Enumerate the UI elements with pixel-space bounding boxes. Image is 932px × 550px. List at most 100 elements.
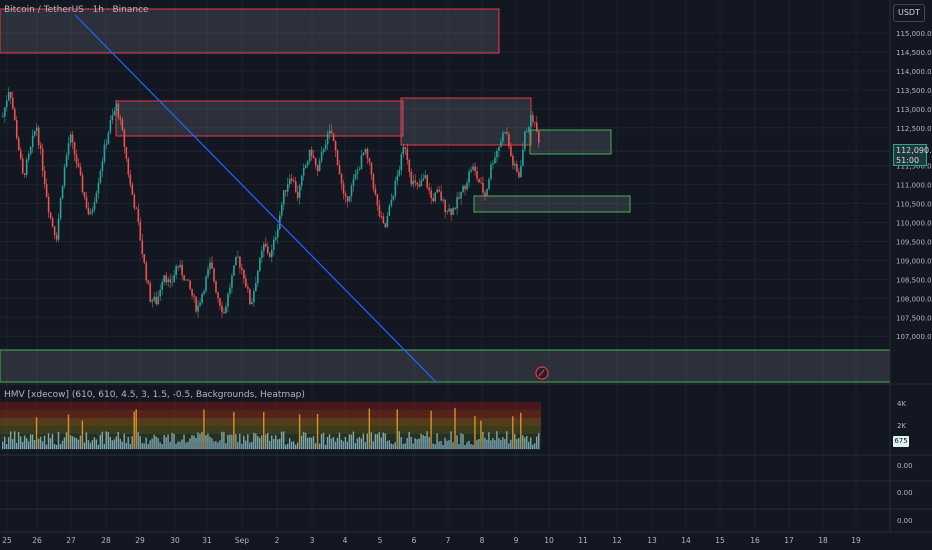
volume-bar [342,441,345,449]
volume-bar [470,444,472,449]
candle-body [215,281,217,293]
candle-body [328,130,331,134]
time-axis-label: Sep [235,536,249,545]
lower-pane-label: 0.00 [897,517,913,525]
candle-body [125,147,128,159]
volume-bar [19,436,22,449]
volume-bar [406,438,408,449]
demand-zone-upper[interactable] [529,129,612,155]
price-axis-label: 108,500.00 [896,276,932,284]
candle-body [288,178,291,185]
volume-bar [215,441,217,449]
candle-body [249,289,251,305]
demand-zone-bottom[interactable] [0,349,891,383]
price-axis[interactable]: 115,000.00 114,500.00 114,000.00 113,500.00… [896,30,932,341]
candle-body [400,154,403,171]
volume-bar [498,438,500,449]
candle-body [448,208,450,212]
supply-zone-top[interactable] [0,8,500,54]
volume-bar [428,436,430,449]
volume-bar [155,436,157,449]
indicator-axis-label: 4K [897,400,906,408]
candle-body [404,147,407,149]
demand-zone-middle[interactable] [473,195,631,213]
volume-bar [510,439,512,449]
time-axis-label: 2 [275,536,280,545]
volume-bar [536,436,538,449]
candle-body [225,306,227,314]
candle-body [127,158,130,175]
indicator-title[interactable]: HMV [xdecow] (610, 610, 4.5, 3, 1.5, -0.… [4,390,305,400]
candle-body [420,180,423,187]
time-axis[interactable]: 25 26 27 28 29 30 31 Sep 2 3 4 5 6 7 8 9 10 11 12 13 14 15 16 1… [2,536,861,545]
symbol-title[interactable]: Bitcoin / TetherUS · 1h · Binance [4,5,149,15]
volume-bar [97,444,100,449]
volume-bar [265,434,267,449]
volume-bar [350,434,353,449]
volume-bar [201,432,203,449]
price-axis-label: 109,000.00 [896,257,932,265]
volume-bar [11,439,14,449]
candle-body [13,108,16,121]
volume-bar [199,433,201,449]
candle-body [396,175,399,181]
alert-icon[interactable] [535,366,549,380]
candle-body [233,265,235,276]
time-axis-label: 8 [480,536,485,545]
volume-bar [332,436,335,449]
volume-bar [27,441,30,449]
candle-body [380,216,383,218]
candle-body [137,208,140,222]
volume-bar [378,432,380,449]
candle-body [392,195,395,200]
volume-bar [5,443,8,449]
candle-body [269,253,271,257]
volume-bar [482,431,484,449]
volume-bar [394,442,396,449]
trendline[interactable] [74,14,437,383]
candle-body [376,194,379,206]
volume-bar [484,437,486,449]
supply-zone-right[interactable] [400,97,532,146]
candle-body [324,144,327,150]
candle-body [402,147,405,155]
candle-body [368,158,371,163]
volume-bar [193,435,195,449]
candle-body [191,288,193,296]
time-axis-label: 26 [32,536,42,545]
candle-body [426,175,429,188]
candle-body [165,275,167,283]
time-axis-label: 3 [310,536,315,545]
candle-body [175,266,177,275]
currency-button[interactable]: USDT [893,4,925,22]
candle-body [298,185,301,198]
candle-body [356,170,359,174]
volume-bar [468,440,470,449]
volume-bar [41,441,44,449]
volume-bar [392,444,394,449]
candle-body [334,141,337,151]
volume-bar [229,434,231,449]
candle-body [193,295,195,297]
volume-bar [241,443,243,449]
candle-body [57,218,60,240]
volume-bar [456,435,458,449]
supply-zone-left[interactable] [115,100,404,137]
candle-body [310,149,313,157]
candle-body [528,127,530,132]
candle-body [143,254,146,263]
volume-bar [530,437,532,449]
current-price-value: 112,090.22 [896,146,932,155]
zones[interactable] [0,8,891,383]
candle-body [221,305,223,313]
candle-body [29,146,32,154]
volume-bar [271,435,273,449]
price-axis-label: 115,000.00 [896,30,932,38]
volume-bar [163,434,165,449]
volume-bar [131,436,133,449]
candle-body [374,188,377,195]
candle-body [173,274,175,282]
candle-body [468,171,470,183]
candle-body [478,178,480,183]
